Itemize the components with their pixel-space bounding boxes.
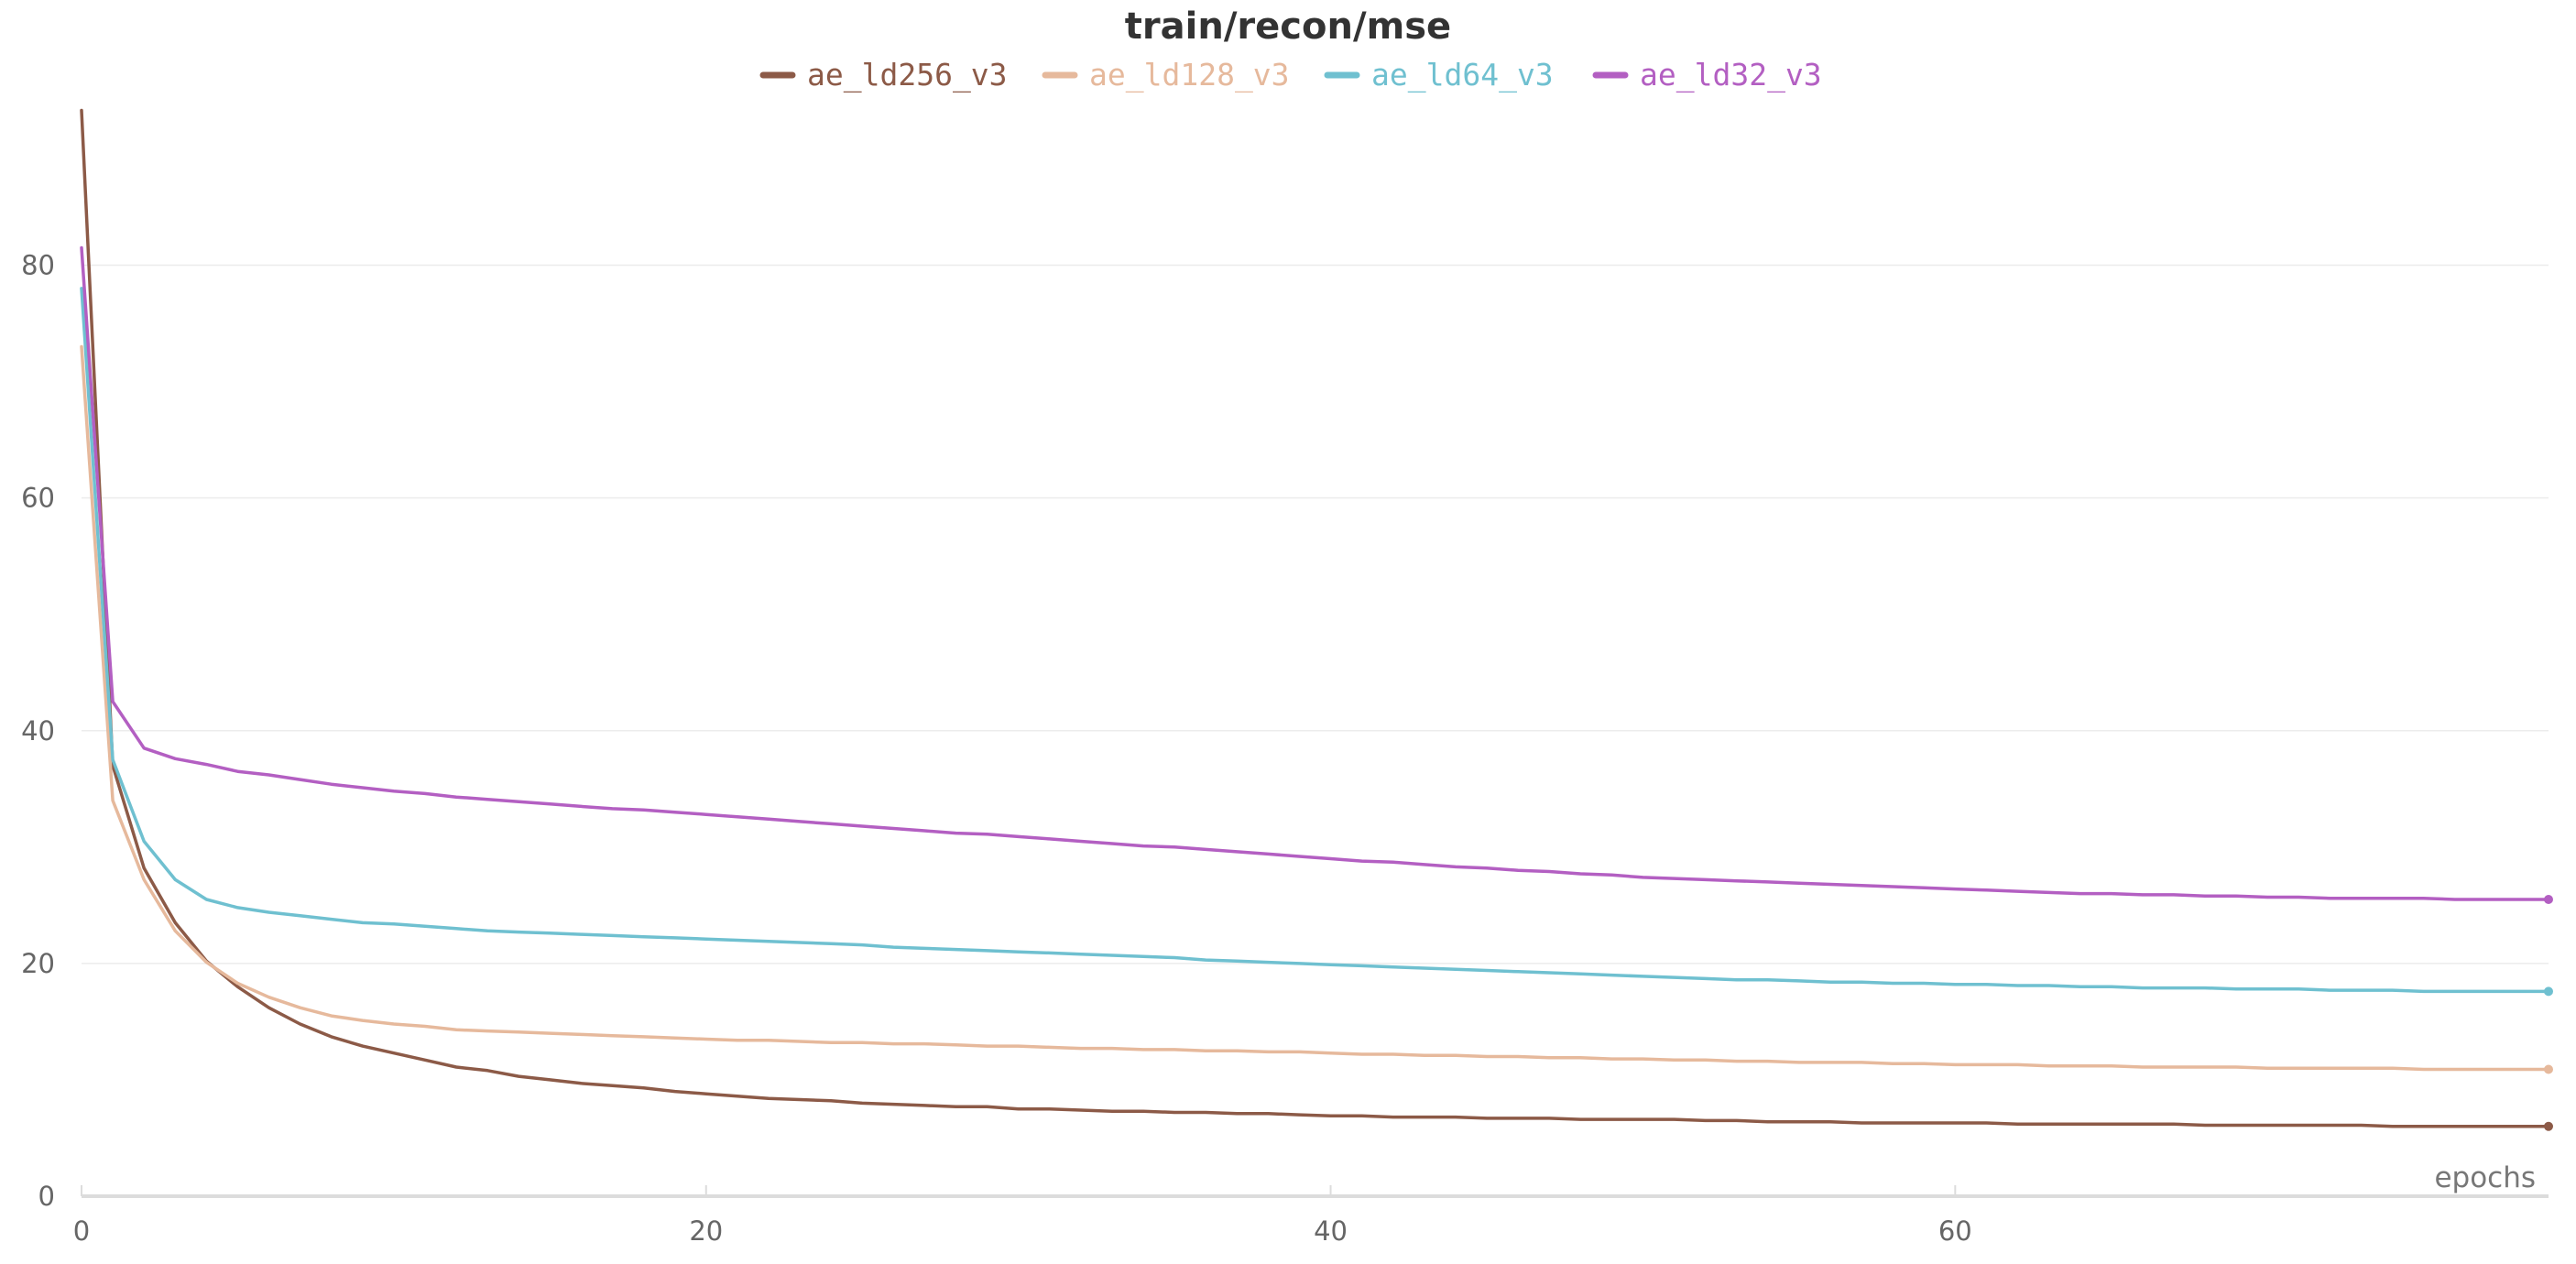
y-tick-label-4: 80 — [21, 250, 55, 281]
series-end-point-ae_ld32_v3 — [2544, 895, 2553, 904]
x-tick-label-3: 60 — [1938, 1215, 1972, 1247]
legend-label-ae_ld128_v3: ae_ld128_v3 — [1089, 57, 1290, 93]
series-line-ae_ld64_v3 — [80, 287, 2550, 994]
legend-item-ae_ld128_v3: ae_ld128_v3 — [1042, 57, 1290, 93]
x-tick-label-0: 0 — [73, 1215, 90, 1247]
legend-item-ae_ld32_v3: ae_ld32_v3 — [1592, 57, 1822, 93]
x-axis-label: epochs — [2434, 1161, 2536, 1194]
series-line-ae_ld32_v3 — [80, 245, 2550, 901]
series-end-point-ae_ld256_v3 — [2544, 1121, 2553, 1131]
legend-label-ae_ld32_v3: ae_ld32_v3 — [1640, 57, 1822, 93]
legend-item-ae_ld64_v3: ae_ld64_v3 — [1324, 57, 1554, 93]
x-tick-label-1: 20 — [689, 1215, 723, 1247]
y-tick-label-3: 60 — [21, 483, 55, 514]
series-line-ae_ld256_v3 — [80, 108, 2550, 1128]
chart-title: train/recon/mse — [1125, 5, 1451, 48]
y-tick-label-1: 20 — [21, 948, 55, 979]
legend: ae_ld256_v3 ae_ld128_v3 ae_ld64_v3 ae_ld32_… — [759, 57, 1822, 93]
y-tick-label-0: 0 — [38, 1181, 55, 1212]
legend-label-ae_ld256_v3: ae_ld256_v3 — [807, 57, 1008, 93]
legend-label-ae_ld64_v3: ae_ld64_v3 — [1371, 57, 1554, 93]
series-line-ae_ld128_v3 — [80, 344, 2550, 1072]
axes: 0 20 40 60 80 0 20 40 60 — [21, 250, 2549, 1247]
y-tick-label-2: 40 — [21, 715, 55, 746]
series-end-point-ae_ld128_v3 — [2544, 1064, 2553, 1074]
series-end-point-ae_ld64_v3 — [2544, 986, 2553, 997]
legend-item-ae_ld256_v3: ae_ld256_v3 — [759, 57, 1008, 93]
series-group — [80, 108, 2553, 1131]
x-tick-label-2: 40 — [1314, 1215, 1348, 1247]
